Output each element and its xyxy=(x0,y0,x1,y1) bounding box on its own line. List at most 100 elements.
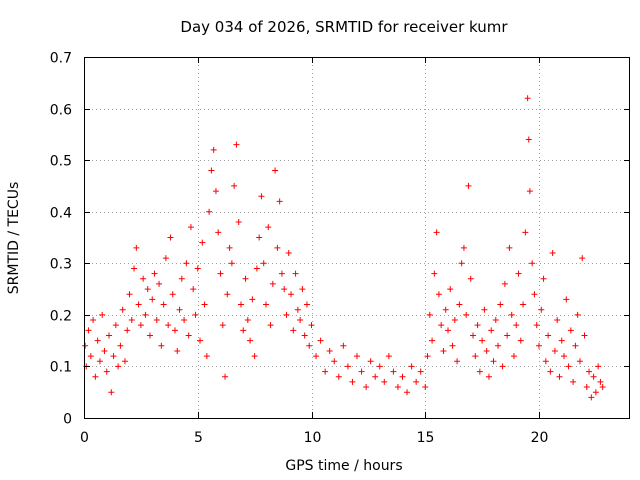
data-point xyxy=(533,322,540,329)
data-point xyxy=(185,332,192,339)
data-point xyxy=(558,337,565,344)
data-point xyxy=(96,358,103,365)
data-point xyxy=(297,317,304,324)
plot-frame xyxy=(84,57,630,419)
data-point xyxy=(290,327,297,334)
data-point xyxy=(588,394,595,401)
data-point xyxy=(326,347,333,354)
data-point xyxy=(465,182,472,189)
data-point xyxy=(90,317,97,324)
data-point xyxy=(454,358,461,365)
data-point xyxy=(431,270,438,277)
data-point xyxy=(438,322,445,329)
data-point xyxy=(199,239,206,246)
y-tick-label: 0.6 xyxy=(50,103,72,119)
data-point xyxy=(251,353,258,360)
data-point xyxy=(208,167,215,174)
data-point xyxy=(263,301,269,308)
data-points xyxy=(82,95,606,401)
data-point xyxy=(433,229,440,236)
data-point xyxy=(165,322,172,329)
data-point xyxy=(413,378,420,385)
data-point xyxy=(247,337,254,344)
data-point xyxy=(340,342,347,349)
y-tick-label: 0.4 xyxy=(50,206,72,222)
data-point xyxy=(508,311,515,318)
data-point xyxy=(520,301,527,308)
data-point xyxy=(160,301,167,308)
y-tick-label: 0 xyxy=(63,412,72,428)
y-tick-label: 0.7 xyxy=(50,51,72,67)
data-point xyxy=(522,229,529,236)
data-point xyxy=(408,363,415,370)
data-point xyxy=(317,337,324,344)
data-point xyxy=(576,358,583,365)
data-point xyxy=(404,389,411,396)
data-point xyxy=(599,384,606,391)
data-point xyxy=(574,311,581,318)
data-point xyxy=(583,384,590,391)
data-point xyxy=(490,358,497,365)
data-point xyxy=(556,373,563,380)
data-point xyxy=(190,286,197,293)
x-tick-label: 10 xyxy=(304,430,322,446)
data-point xyxy=(237,301,244,308)
data-point xyxy=(476,368,483,375)
data-point xyxy=(563,296,570,303)
data-point xyxy=(151,270,158,277)
y-tick-label: 0.3 xyxy=(50,257,72,273)
data-point xyxy=(504,332,511,339)
data-point xyxy=(381,378,388,385)
data-point xyxy=(294,306,301,313)
data-point xyxy=(203,353,210,360)
data-point xyxy=(99,311,106,318)
data-point xyxy=(497,301,504,308)
data-point xyxy=(547,368,554,375)
data-point xyxy=(140,275,147,282)
data-point xyxy=(483,347,490,354)
data-point xyxy=(176,306,183,313)
data-point xyxy=(479,337,486,344)
data-point xyxy=(126,291,133,298)
data-point xyxy=(178,275,185,282)
data-point xyxy=(235,219,242,226)
data-point xyxy=(470,332,477,339)
data-point xyxy=(249,296,256,303)
data-point xyxy=(399,373,406,380)
y-axis-label: SRMTID / TECUs xyxy=(6,182,22,295)
data-point xyxy=(87,353,94,360)
data-point xyxy=(545,332,552,339)
data-point xyxy=(376,363,383,370)
data-point xyxy=(106,332,113,339)
data-point xyxy=(253,265,260,272)
data-point xyxy=(549,249,556,256)
data-point xyxy=(506,244,513,251)
data-point xyxy=(597,378,604,385)
data-point xyxy=(278,270,285,277)
data-point xyxy=(226,244,233,251)
data-point xyxy=(554,317,561,324)
data-point xyxy=(231,182,238,189)
data-point xyxy=(267,322,274,329)
data-point xyxy=(183,260,190,267)
data-point xyxy=(181,317,188,324)
grid-lines xyxy=(84,57,630,418)
data-point xyxy=(445,327,451,334)
data-point xyxy=(426,311,433,318)
data-point xyxy=(303,301,310,308)
data-point xyxy=(167,234,174,241)
data-point xyxy=(156,280,163,287)
data-point xyxy=(536,342,542,349)
data-point xyxy=(115,363,122,370)
data-point xyxy=(390,368,397,375)
data-point xyxy=(472,353,479,360)
data-point xyxy=(495,342,502,349)
data-point xyxy=(488,327,495,334)
data-point xyxy=(103,368,110,375)
data-point xyxy=(538,306,545,313)
data-point xyxy=(435,291,442,298)
data-point xyxy=(244,317,251,324)
data-point xyxy=(112,322,119,329)
data-point xyxy=(358,368,365,375)
data-point xyxy=(542,358,549,365)
